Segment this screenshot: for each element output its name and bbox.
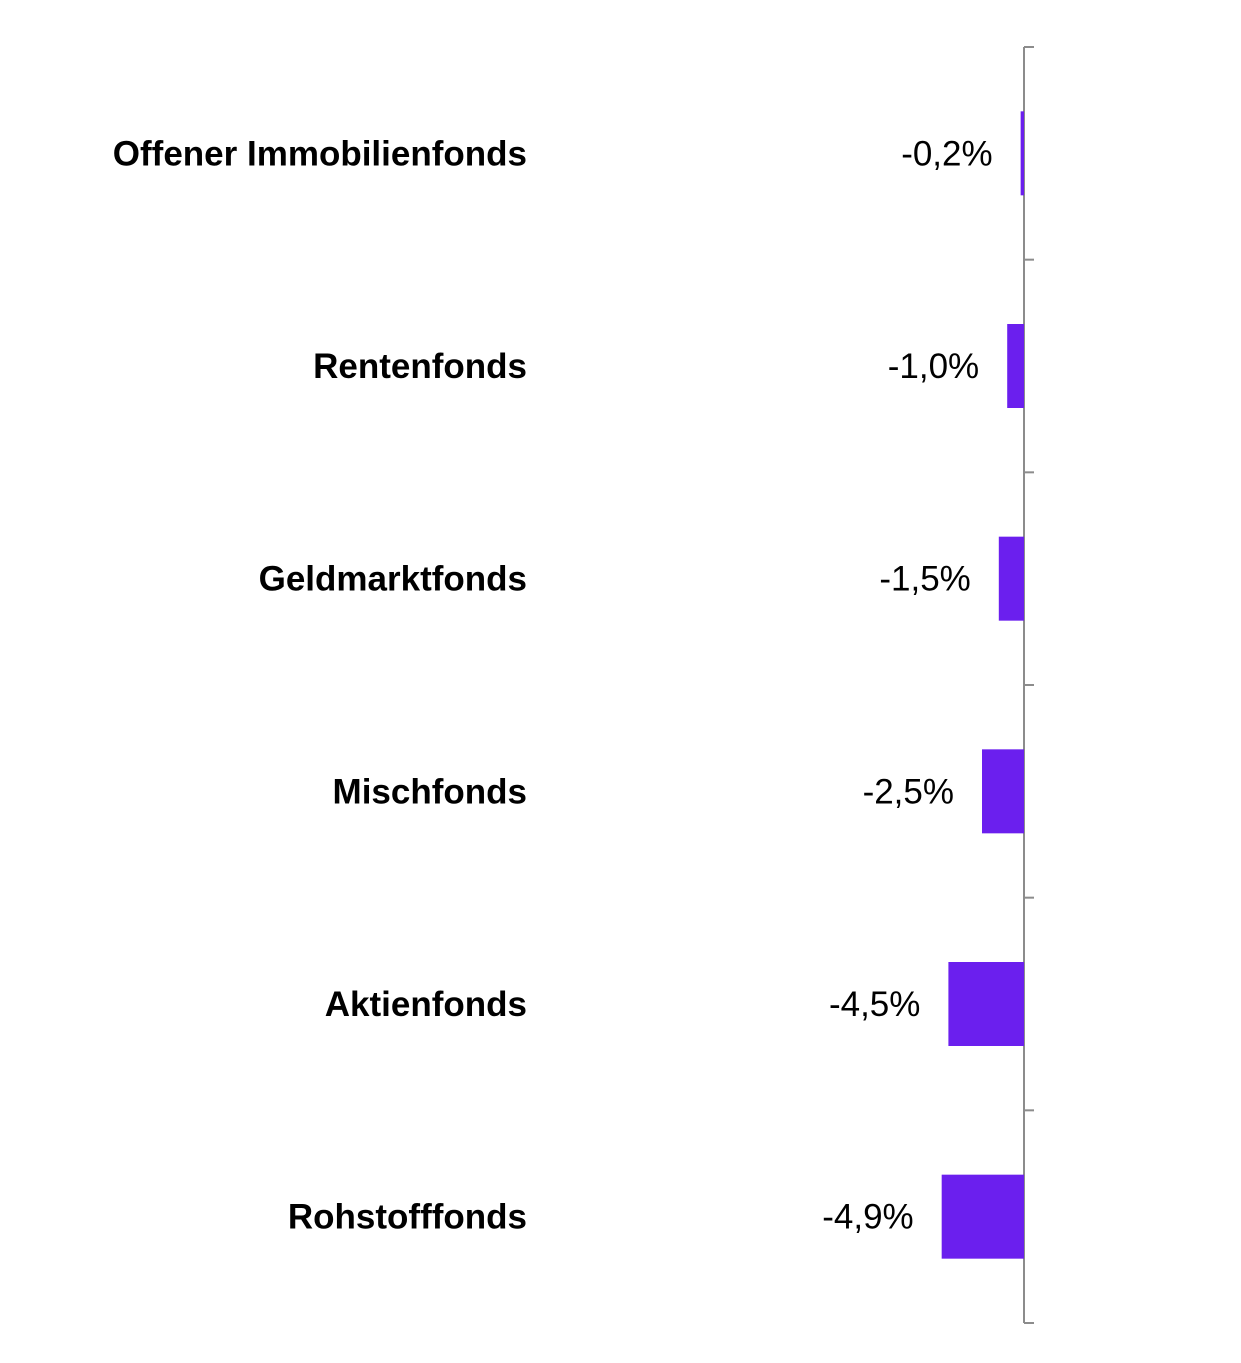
- bar-series: [941, 111, 1024, 1259]
- bar: [982, 749, 1024, 834]
- category-labels: Offener Immobilienfonds Rentenfonds Geldma…: [113, 134, 527, 1236]
- data-label: -4,5%: [829, 985, 920, 1024]
- category-label: Offener Immobilienfonds: [113, 134, 527, 173]
- data-label: -2,5%: [863, 772, 954, 811]
- bar: [1007, 324, 1024, 408]
- data-label: -1,0%: [888, 347, 979, 386]
- category-label: Mischfonds: [333, 772, 527, 811]
- category-label: Geldmarktfonds: [259, 560, 527, 599]
- data-label: -4,9%: [822, 1198, 913, 1237]
- data-labels: -0,2% -1,0% -1,5% -2,5% -4,5% -4,9%: [822, 134, 992, 1236]
- bar: [948, 962, 1024, 1046]
- category-axis: [1023, 46, 1034, 1324]
- category-label: Rentenfonds: [313, 347, 527, 386]
- bar: [998, 536, 1024, 621]
- data-label: -1,5%: [879, 560, 970, 599]
- category-label: Aktienfonds: [325, 985, 527, 1024]
- bar: [1020, 111, 1024, 196]
- bar: [941, 1174, 1024, 1259]
- data-label: -0,2%: [901, 134, 992, 173]
- category-label: Rohstofffonds: [288, 1198, 527, 1237]
